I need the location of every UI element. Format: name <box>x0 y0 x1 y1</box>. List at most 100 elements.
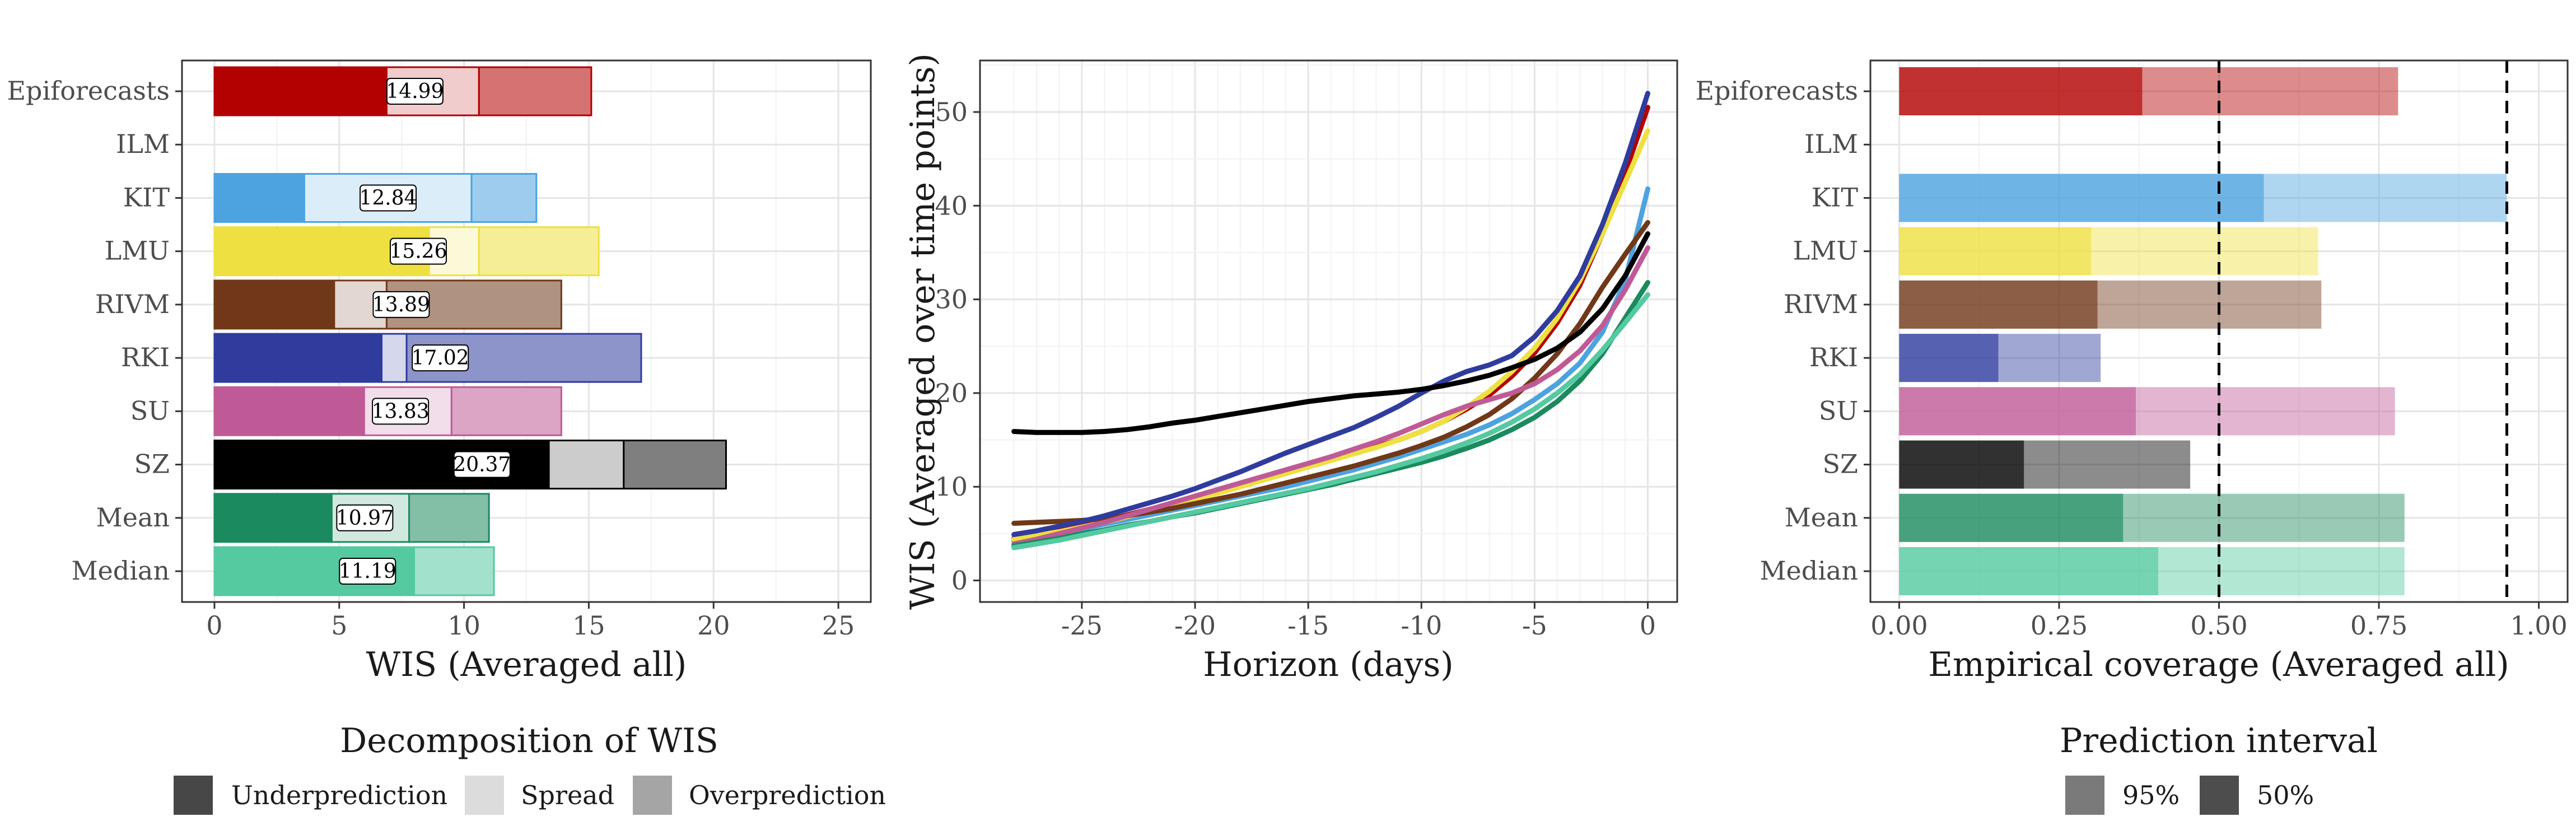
wis-x-tick-label: 0 <box>206 610 222 641</box>
wis-bar-underprediction-rki <box>213 333 383 383</box>
coverage-x-tick-label: 0.50 <box>2190 610 2247 641</box>
legend-swatch-underprediction <box>174 776 213 815</box>
wis-total-label-box-median <box>339 558 396 585</box>
legend-label-95: 95% <box>2122 780 2180 810</box>
wis-x-tick-label: 5 <box>331 610 347 641</box>
horizon-lines <box>1011 91 1650 550</box>
coverage-category-label-epiforecasts: Epiforecasts <box>1695 76 1858 106</box>
legend-label-spread: Spread <box>521 780 614 810</box>
horizon-y-tick-label: 20 <box>935 378 968 408</box>
wis-category-label-median: Median <box>71 556 170 586</box>
wis-bar-underprediction-rivm <box>213 279 335 330</box>
horizon-x-tick-label: -5 <box>1522 610 1547 641</box>
horizon-x-tick-label: -15 <box>1287 610 1329 641</box>
coverage-category-label-median: Median <box>1760 556 1858 586</box>
wis-legend-title: Decomposition of WIS <box>340 721 718 760</box>
horizon-x-ticks: -25 -20 -15 -10 -5 0 <box>1061 602 1656 641</box>
coverage-bars <box>1899 67 2507 595</box>
wis-horizon-panel: 0 10 20 30 40 50 -25 -20 -15 -10 -5 0 Horizon (day… <box>903 53 1678 684</box>
coverage-bar-50-epiforecasts <box>1899 67 2143 115</box>
wis-legend: Decomposition of WIS Underprediction Spr… <box>174 721 886 815</box>
coverage-bar-50-mean <box>1899 493 2124 542</box>
coverage-x-tick-label: 0.75 <box>2350 610 2407 641</box>
wis-panel-border <box>181 59 872 603</box>
coverage-x-axis-title: Empirical coverage (Averaged all) <box>1928 645 2509 684</box>
interval-legend-title: Prediction interval <box>2060 721 2378 760</box>
coverage-bar-50-rivm <box>1899 280 2098 329</box>
wis-bar-overprediction-sz <box>623 440 727 490</box>
wis-bar-overprediction-mean <box>408 493 490 543</box>
horizon-grid <box>980 60 1677 602</box>
wis-category-label-kit: KIT <box>123 182 170 212</box>
horizon-x-tick-label: -20 <box>1174 610 1216 641</box>
coverage-panel: Epiforecasts ILM KIT LMU RIVM RKI SU SZ Mean Medi… <box>1695 59 2569 684</box>
coverage-reference-lines <box>2218 60 2508 602</box>
wis-bar-overprediction-kit <box>470 172 538 223</box>
wis-category-label-rivm: RIVM <box>95 289 170 319</box>
wis-total-labels: 14.99 12.84 15.26 13.89 17.02 13.83 20.37 10.97… <box>336 78 511 585</box>
coverage-x-tick-label: 0.25 <box>2031 610 2088 641</box>
wis-total-label-kit: 12.84 <box>360 186 417 209</box>
wis-total-label-box-mean <box>336 504 394 531</box>
wis-bar-overprediction-median <box>413 546 495 596</box>
coverage-bar-50-median <box>1899 547 2158 595</box>
wis-total-label-epiforecasts: 14.99 <box>386 80 444 103</box>
wis-bar-overprediction-lmu <box>478 226 600 277</box>
coverage-x-ticks: 0.00 0.25 0.50 0.75 1.00 <box>1870 602 2568 641</box>
wis-category-label-lmu: LMU <box>105 236 170 266</box>
wis-total-label-box-rivm <box>372 291 430 318</box>
horizon-panel-border <box>979 59 1678 603</box>
wis-x-tick-label: 15 <box>572 610 605 641</box>
coverage-category-label-ilm: ILM <box>1804 129 1858 159</box>
horizon-x-tick-label: -25 <box>1061 610 1103 641</box>
wis-x-tick-label: 10 <box>447 610 480 641</box>
horizon-y-ticks: 0 10 20 30 40 50 <box>935 97 980 596</box>
wis-category-ticks: Epiforecasts ILM KIT LMU RIVM RKI SU SZ Mean Medi… <box>7 76 182 586</box>
wis-bar-underprediction-epiforecasts <box>213 66 388 116</box>
horizon-y-tick-label: 0 <box>951 566 968 596</box>
horizon-y-axis-title: WIS (Averaged over time points) <box>903 53 942 610</box>
horizon-x-tick-label: -10 <box>1401 610 1442 641</box>
wis-bar-overprediction-su <box>450 386 562 436</box>
coverage-category-label-rivm: RIVM <box>1784 289 1858 319</box>
coverage-category-label-lmu: LMU <box>1793 236 1858 266</box>
wis-category-label-sz: SZ <box>134 449 170 479</box>
interval-legend: Prediction interval 95% 50% <box>2060 721 2378 815</box>
horizon-y-tick-label: 10 <box>935 472 968 502</box>
wis-total-label-lmu: 15.26 <box>389 240 447 263</box>
wis-category-label-rki: RKI <box>121 342 170 372</box>
horizon-series-line-5 <box>1011 245 1650 547</box>
horizon-series-line-6 <box>1011 231 1650 435</box>
wis-total-label-rivm: 13.89 <box>372 293 430 316</box>
wis-total-label-box-lmu <box>389 237 447 265</box>
wis-total-label-box-rki <box>412 344 469 372</box>
coverage-category-label-sz: SZ <box>1823 449 1858 479</box>
coverage-bar-50-sz <box>1899 440 2024 489</box>
wis-category-label-epiforecasts: Epiforecasts <box>7 76 170 106</box>
horizon-series-line-4 <box>1011 91 1650 537</box>
coverage-bar-50-rki <box>1899 334 1999 382</box>
coverage-category-label-rki: RKI <box>1809 342 1858 372</box>
wis-total-label-sz: 20.37 <box>453 454 511 477</box>
wis-category-label-mean: Mean <box>96 502 170 533</box>
horizon-y-tick-label: 50 <box>935 97 968 127</box>
wis-x-tick-label: 20 <box>697 610 730 641</box>
coverage-bar-50-kit <box>1899 174 2264 222</box>
wis-total-label-box-sz <box>453 451 511 478</box>
wis-bar-underprediction-mean <box>213 493 333 543</box>
wis-decomposition-panel: 14.99 12.84 15.26 13.89 17.02 13.83 20.37 10.97… <box>7 59 872 684</box>
legend-swatch-50 <box>2200 776 2239 815</box>
wis-total-label-su: 13.83 <box>372 400 430 423</box>
wis-x-tick-label: 25 <box>822 610 855 641</box>
wis-total-label-box-kit <box>360 184 417 212</box>
legend-label-overprediction: Overprediction <box>689 780 886 810</box>
horizon-x-tick-label: 0 <box>1640 610 1656 641</box>
legend-swatch-spread <box>465 776 504 815</box>
wis-bar-underprediction-su <box>213 386 365 436</box>
wis-bar-spread-sz <box>548 440 625 490</box>
wis-bar-underprediction-kit <box>213 172 305 223</box>
wis-category-label-ilm: ILM <box>116 129 170 159</box>
coverage-bar-50-su <box>1899 387 2136 436</box>
wis-bar-overprediction-epiforecasts <box>478 66 592 116</box>
legend-swatch-95 <box>2065 776 2104 815</box>
